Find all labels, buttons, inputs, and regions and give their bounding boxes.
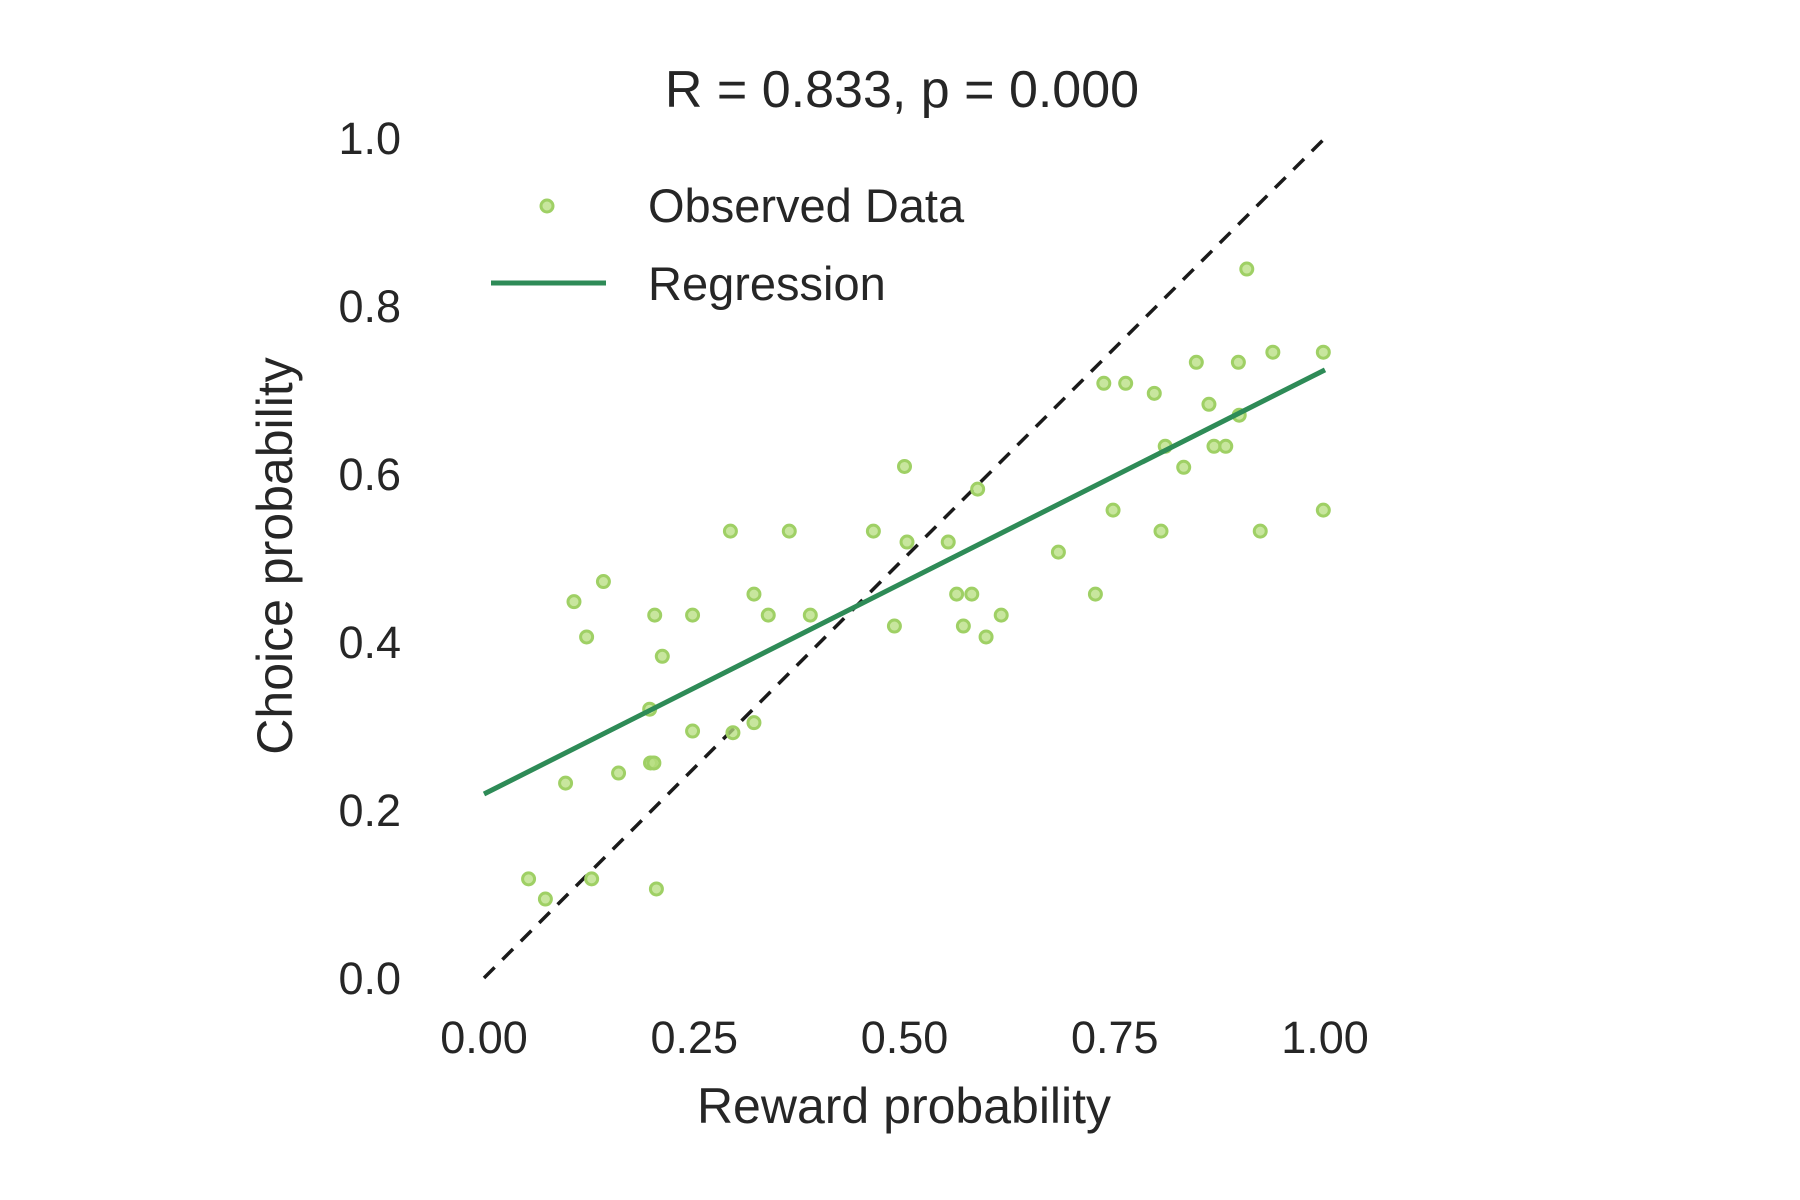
data-point: [722, 523, 738, 539]
data-point: [521, 871, 537, 887]
x-tick-label: 1.00: [1281, 1012, 1369, 1063]
data-point: [611, 765, 627, 781]
data-point: [964, 586, 980, 602]
data-point: [1218, 438, 1234, 454]
y-tick-label: 0.4: [338, 617, 401, 668]
data-point: [1096, 375, 1112, 391]
data-point: [579, 629, 595, 645]
data-point: [781, 523, 797, 539]
data-point: [1176, 459, 1192, 475]
y-tick-label: 0.6: [338, 449, 401, 500]
data-point: [940, 534, 956, 550]
data-point: [1050, 544, 1066, 560]
data-point: [746, 586, 762, 602]
data-point: [685, 607, 701, 623]
data-point: [970, 481, 986, 497]
data-point: [1230, 354, 1246, 370]
y-tick-label: 0.0: [338, 953, 401, 1004]
data-point: [978, 629, 994, 645]
legend-observed-label: Observed Data: [648, 179, 965, 232]
y-tick-labels: 0.0 0.2 0.4 0.6 0.8 1.0: [338, 113, 401, 1004]
data-point: [725, 725, 741, 741]
data-point: [1201, 396, 1217, 412]
data-point: [584, 871, 600, 887]
data-point: [949, 586, 965, 602]
plot-area: [482, 136, 1331, 980]
chart-title: R = 0.833, p = 0.000: [665, 61, 1139, 119]
y-tick-label: 0.8: [338, 281, 401, 332]
data-point: [646, 755, 662, 771]
data-point: [558, 775, 574, 791]
y-tick-label: 0.2: [338, 785, 401, 836]
data-point: [1153, 523, 1169, 539]
data-point: [595, 574, 611, 590]
data-point: [993, 607, 1009, 623]
data-point: [1315, 502, 1331, 518]
data-point: [1252, 523, 1268, 539]
x-tick-label: 0.25: [650, 1012, 738, 1063]
observed-data-points: [521, 261, 1331, 907]
data-point: [1118, 375, 1134, 391]
regression-line: [482, 367, 1327, 797]
legend-regression-label: Regression: [648, 257, 886, 310]
y-tick-label: 1.0: [338, 113, 401, 164]
data-point: [1146, 385, 1162, 401]
x-tick-label: 0.00: [440, 1012, 528, 1063]
data-point: [1105, 502, 1121, 518]
data-point: [1239, 261, 1255, 277]
data-point: [537, 891, 553, 907]
y-axis-label: Choice probability: [247, 357, 303, 754]
data-point: [1206, 438, 1222, 454]
data-point: [1188, 354, 1204, 370]
data-point: [1265, 344, 1281, 360]
identity-dashed-line: [482, 136, 1327, 980]
legend-observed-marker: [539, 198, 555, 214]
x-tick-labels: 0.00 0.25 0.50 0.75 1.00: [440, 1012, 1369, 1063]
data-point: [1087, 586, 1103, 602]
data-point: [648, 881, 664, 897]
data-point: [654, 648, 670, 664]
data-point: [760, 607, 776, 623]
data-point: [899, 534, 915, 550]
data-point: [647, 607, 663, 623]
data-point: [1315, 344, 1331, 360]
x-axis-label: Reward probability: [697, 1078, 1111, 1134]
data-point: [955, 618, 971, 634]
data-point: [886, 618, 902, 634]
data-point: [566, 594, 582, 610]
data-point: [685, 723, 701, 739]
legend: Observed Data Regression: [491, 179, 965, 310]
x-tick-label: 0.50: [861, 1012, 949, 1063]
data-point: [746, 715, 762, 731]
data-point: [897, 458, 912, 474]
data-point: [865, 523, 881, 539]
x-tick-label: 0.75: [1071, 1012, 1159, 1063]
data-point: [802, 607, 818, 623]
